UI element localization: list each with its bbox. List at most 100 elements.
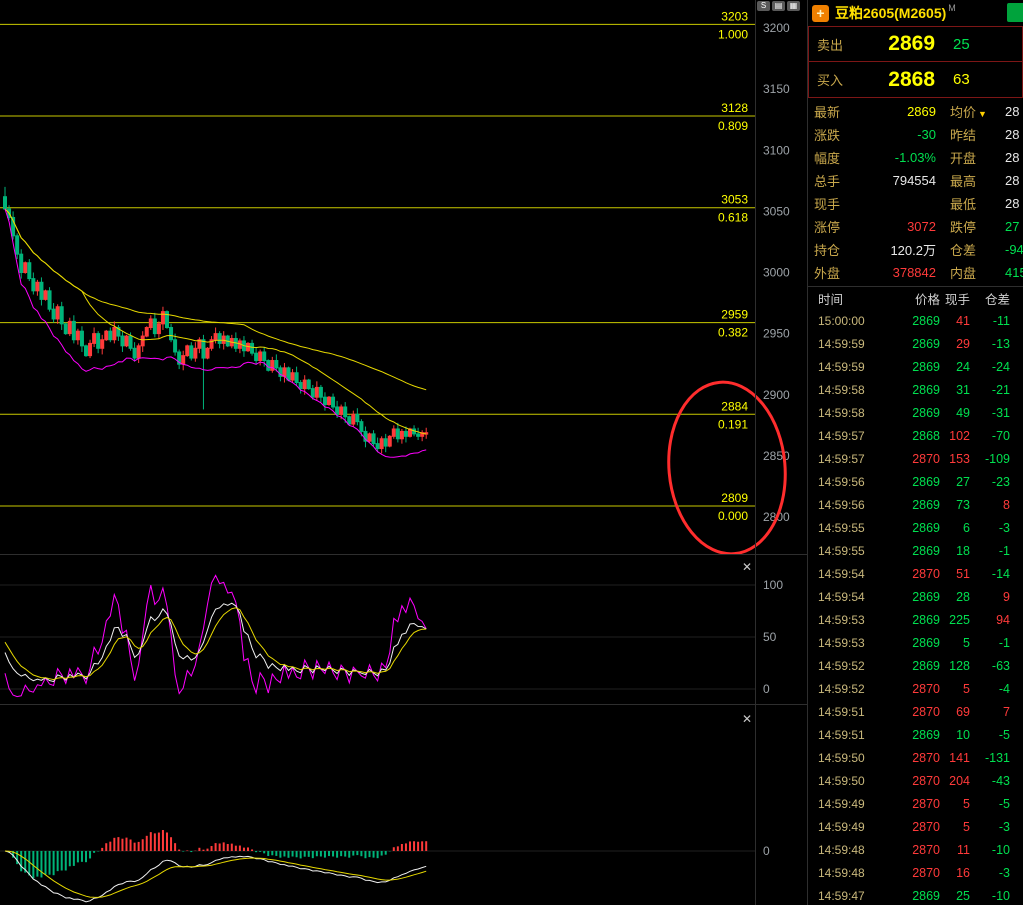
panel-corner-button[interactable] bbox=[1007, 3, 1023, 22]
tick-time: 14:59:59 bbox=[818, 359, 865, 374]
tick-oi-change: -31 bbox=[991, 405, 1010, 420]
tick-price: 2869 bbox=[912, 520, 940, 535]
chart-area[interactable]: 3203 1.000 3128 0.809 3053 0.618 2959 0.382 2884… bbox=[0, 0, 807, 905]
stat-value: -30 bbox=[917, 127, 936, 142]
tick-col-header[interactable]: 时间 bbox=[818, 292, 844, 307]
oscillator-axis-label: 0 bbox=[763, 682, 770, 696]
toolbar-icon-grid[interactable]: ▤ bbox=[772, 1, 785, 11]
avg-price-sort-icon[interactable]: ▼ bbox=[978, 109, 987, 119]
macd-pane[interactable]: 0 bbox=[0, 705, 807, 905]
tick-time: 14:59:56 bbox=[818, 474, 865, 489]
stat-value: 794554 bbox=[892, 173, 936, 188]
stat-label: 昨结 bbox=[950, 128, 977, 143]
contract-title[interactable]: 豆粕2605(M2605) bbox=[835, 5, 947, 21]
tick-row: 14:59:58 2869 49 -31 bbox=[808, 401, 1023, 424]
tick-price: 2870 bbox=[912, 681, 940, 696]
tick-oi-change: -63 bbox=[991, 658, 1010, 673]
price-axis-label: 2950 bbox=[763, 327, 790, 341]
close-oscillator-icon[interactable]: ✕ bbox=[741, 560, 753, 574]
tick-price: 2869 bbox=[912, 359, 940, 374]
stat-value: 3072 bbox=[907, 219, 936, 234]
fib-ratio-label: 0.809 bbox=[718, 119, 748, 133]
stat-label: 最新 bbox=[814, 105, 841, 120]
add-contract-button[interactable]: + bbox=[812, 4, 829, 22]
tick-oi-change: -5 bbox=[998, 727, 1010, 742]
tick-oi-change: -14 bbox=[991, 566, 1010, 581]
quote-panel: + 豆粕2605(M2605) M 卖出 2869 25 买入 2868 63 … bbox=[807, 0, 1023, 905]
fib-price-label: 2959 bbox=[721, 308, 748, 322]
tick-oi-change: -3 bbox=[998, 865, 1010, 880]
close-macd-icon[interactable]: ✕ bbox=[741, 712, 753, 726]
stat-label: 持仓 bbox=[814, 243, 841, 258]
price-axis-label: 3000 bbox=[763, 266, 790, 280]
tick-price: 2870 bbox=[912, 704, 940, 719]
stat-label: 内盘 bbox=[950, 266, 977, 281]
tick-oi-change: 9 bbox=[1003, 589, 1010, 604]
tick-col-header[interactable]: 仓差 bbox=[984, 292, 1010, 307]
kdj-j-line bbox=[4, 574, 427, 698]
ask-lots: 25 bbox=[953, 35, 970, 53]
tick-price: 2869 bbox=[912, 658, 940, 673]
stat-label: 现手 bbox=[814, 197, 841, 212]
candlesticks bbox=[3, 186, 429, 454]
tick-row: 14:59:48 2870 11 -10 bbox=[808, 838, 1023, 861]
toolbar-icon-s[interactable]: S bbox=[757, 1, 770, 11]
tick-lots: 73 bbox=[956, 497, 970, 512]
tick-row: 14:59:54 2869 28 9 bbox=[808, 585, 1023, 608]
tick-time: 14:59:48 bbox=[818, 865, 865, 880]
price-axis-label: 2900 bbox=[763, 388, 790, 402]
tick-col-header[interactable]: 现手 bbox=[944, 292, 970, 307]
tick-table-body: 15:00:00 2869 41 -11 14:59:59 2869 29 -13 14:59:… bbox=[808, 309, 1023, 905]
toolbar-icon-panel[interactable]: ▦ bbox=[787, 1, 800, 11]
bid-lots: 63 bbox=[953, 71, 970, 88]
tick-lots: 29 bbox=[956, 336, 970, 351]
tick-oi-change: -5 bbox=[998, 796, 1010, 811]
stat-label: 开盘 bbox=[950, 151, 977, 166]
tick-time: 15:00:00 bbox=[818, 313, 865, 328]
tick-table[interactable]: 时间 价格 现手 仓差 15:00:00 2869 41 -11 14:59:59 2869 29… bbox=[808, 286, 1023, 905]
quote-stat-row: 总手 794554 最高 28 bbox=[808, 169, 1023, 192]
tick-time: 14:59:47 bbox=[818, 888, 865, 903]
tick-price: 2870 bbox=[912, 451, 940, 466]
tick-lots: 5 bbox=[963, 796, 970, 811]
tick-price: 2870 bbox=[912, 865, 940, 880]
tick-lots: 31 bbox=[956, 382, 970, 397]
stat-value: 28 bbox=[1005, 104, 1020, 119]
oscillator-pane[interactable]: 100 50 0 bbox=[0, 555, 807, 705]
tick-time: 14:59:56 bbox=[818, 497, 865, 512]
kdj-k-line bbox=[4, 602, 427, 683]
tick-time: 14:59:57 bbox=[818, 428, 865, 443]
tick-row: 14:59:47 2869 25 -10 bbox=[808, 884, 1023, 905]
macd-dea-line bbox=[4, 850, 427, 898]
ask-price: 2869 bbox=[888, 32, 935, 55]
tick-oi-change: -23 bbox=[991, 474, 1010, 489]
stat-value: 4157 bbox=[1005, 265, 1023, 280]
stat-label: 跌停 bbox=[950, 220, 977, 235]
tick-price: 2869 bbox=[912, 313, 940, 328]
annotation-ellipse[interactable] bbox=[662, 377, 793, 555]
bid-row[interactable]: 买入 2868 63 bbox=[809, 62, 1022, 97]
quote-stat-row: 涨停 3072 跌停 27 bbox=[808, 215, 1023, 238]
tick-col-header[interactable]: 价格 bbox=[914, 292, 940, 307]
tick-price: 2869 bbox=[912, 888, 940, 903]
tick-oi-change: -24 bbox=[991, 359, 1010, 374]
ask-label: 卖出 bbox=[817, 37, 844, 53]
tick-lots: 25 bbox=[956, 888, 970, 903]
fib-ratio-label: 0.382 bbox=[718, 326, 748, 340]
tick-row: 14:59:51 2869 10 -5 bbox=[808, 723, 1023, 746]
macd-histogram bbox=[8, 830, 428, 879]
main-candlestick-chart[interactable]: 3203 1.000 3128 0.809 3053 0.618 2959 0.382 2884… bbox=[0, 0, 807, 555]
ask-row[interactable]: 卖出 2869 25 bbox=[809, 27, 1022, 62]
tick-oi-change: -131 bbox=[984, 750, 1010, 765]
tick-oi-change: -3 bbox=[998, 819, 1010, 834]
tick-lots: 51 bbox=[956, 566, 970, 581]
tick-price: 2869 bbox=[912, 543, 940, 558]
tick-lots: 6 bbox=[963, 520, 970, 535]
fib-price-label: 2809 bbox=[721, 491, 748, 505]
quote-stat-row: 幅度 -1.03% 开盘 28 bbox=[808, 146, 1023, 169]
tick-price: 2869 bbox=[912, 727, 940, 742]
tick-price: 2869 bbox=[912, 382, 940, 397]
tick-time: 14:59:51 bbox=[818, 704, 865, 719]
tick-price: 2868 bbox=[912, 428, 940, 443]
